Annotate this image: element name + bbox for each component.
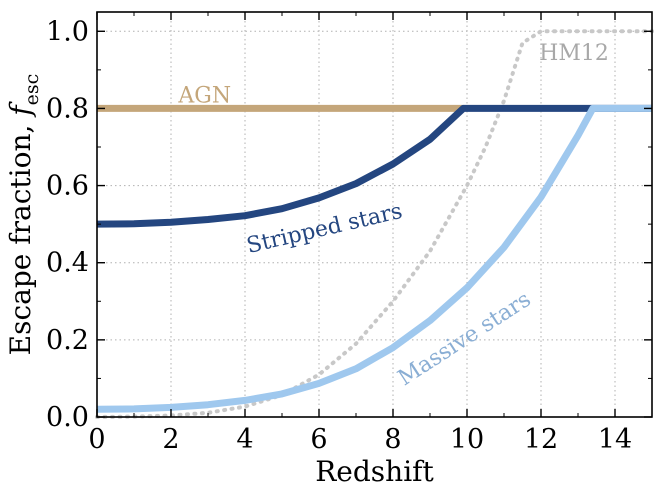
y-tick-label: 0.8 xyxy=(46,93,89,124)
series-lines xyxy=(95,29,654,419)
x-tick-label: 6 xyxy=(310,424,327,455)
x-tick-label: 2 xyxy=(162,424,179,455)
y-tick-label: 0.6 xyxy=(46,171,89,202)
y-tick-label: 1.0 xyxy=(46,16,89,47)
ticks: 0 2 4 6 8 10 12 14 0.0 0.2 0.4 0.6 0.8 1.0 xyxy=(46,12,652,455)
x-axis-label: Redshift xyxy=(315,455,434,488)
x-tick-label: 10 xyxy=(450,424,484,455)
massive-stars-label: Massive stars xyxy=(394,287,536,391)
x-tick-label: 0 xyxy=(88,424,105,455)
y-tick-label: 0.2 xyxy=(46,325,89,356)
hm12-label: HM12 xyxy=(539,41,609,66)
y-axis-label-prefix: Escape fraction, xyxy=(4,116,37,356)
x-tick-label: 12 xyxy=(524,424,558,455)
y-tick-label: 0.4 xyxy=(46,248,89,279)
y-axis-label: Escape fraction, fesc xyxy=(4,74,43,356)
massive-stars-line xyxy=(96,104,652,413)
agn-label: AGN xyxy=(177,84,231,109)
y-tick-label: 0.0 xyxy=(46,402,89,433)
hm12-line xyxy=(95,29,654,419)
x-tick-label: 8 xyxy=(384,424,401,455)
x-tick-label: 14 xyxy=(598,424,632,455)
plot-frame xyxy=(96,11,653,418)
stripped-stars-line xyxy=(96,104,652,228)
y-axis-label-subscript: esc xyxy=(21,74,43,106)
x-tick-label: 4 xyxy=(236,424,253,455)
